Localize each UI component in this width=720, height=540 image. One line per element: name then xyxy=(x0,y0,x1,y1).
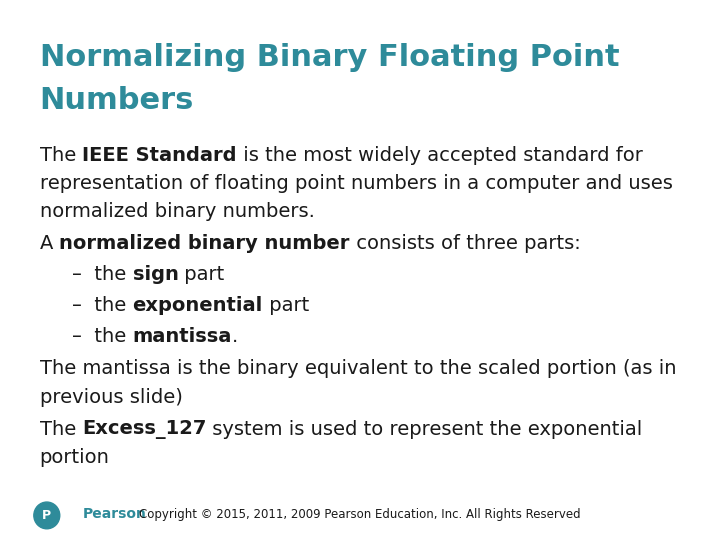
Text: normalized binary number: normalized binary number xyxy=(59,234,350,253)
Text: The: The xyxy=(40,420,82,439)
Text: .: . xyxy=(232,327,238,346)
Text: IEEE Standard: IEEE Standard xyxy=(82,146,237,165)
Text: Excess_127: Excess_127 xyxy=(82,420,207,439)
Text: –  the: – the xyxy=(72,265,132,284)
Text: part: part xyxy=(179,265,225,284)
Text: P: P xyxy=(42,509,51,522)
Text: Copyright © 2015, 2011, 2009 Pearson Education, Inc. All Rights Reserved: Copyright © 2015, 2011, 2009 Pearson Edu… xyxy=(139,508,581,521)
Text: The: The xyxy=(40,146,82,165)
Text: system is used to represent the exponential: system is used to represent the exponent… xyxy=(207,420,643,439)
Text: mantissa: mantissa xyxy=(132,327,232,346)
Text: part: part xyxy=(263,296,309,315)
Text: previous slide): previous slide) xyxy=(40,388,182,407)
Text: sign: sign xyxy=(132,265,179,284)
Text: Pearson: Pearson xyxy=(83,507,147,521)
Text: consists of three parts:: consists of three parts: xyxy=(350,234,580,253)
Text: is the most widely accepted standard for: is the most widely accepted standard for xyxy=(237,146,642,165)
Text: The mantissa is the binary equivalent to the scaled portion (as in: The mantissa is the binary equivalent to… xyxy=(40,360,676,379)
Text: Normalizing Binary Floating Point: Normalizing Binary Floating Point xyxy=(40,43,619,72)
Text: –  the: – the xyxy=(72,327,132,346)
Circle shape xyxy=(34,502,60,529)
Text: representation of floating point numbers in a computer and uses: representation of floating point numbers… xyxy=(40,174,672,193)
Text: –  the: – the xyxy=(72,296,132,315)
Text: A: A xyxy=(40,234,59,253)
Text: Numbers: Numbers xyxy=(40,86,194,116)
Text: exponential: exponential xyxy=(132,296,263,315)
Text: normalized binary numbers.: normalized binary numbers. xyxy=(40,202,315,221)
Text: portion: portion xyxy=(40,448,109,467)
